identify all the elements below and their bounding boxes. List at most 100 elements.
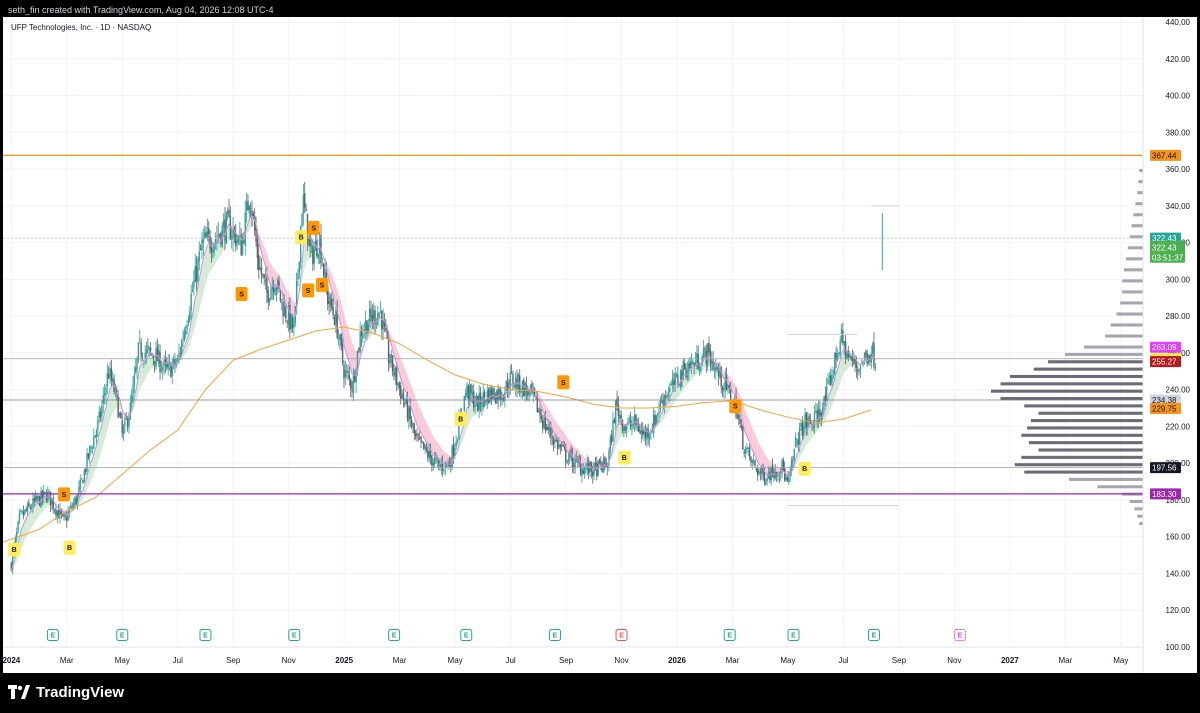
candle-body bbox=[304, 193, 306, 208]
candle-body bbox=[685, 368, 687, 378]
candle-body bbox=[593, 462, 595, 475]
cloud-segment bbox=[97, 433, 100, 463]
candle-body bbox=[136, 357, 138, 370]
tradingview-wordmark: TradingView bbox=[36, 683, 125, 701]
candle-body bbox=[427, 451, 429, 458]
cloud-segment bbox=[111, 384, 113, 417]
cloud-segment bbox=[24, 518, 27, 541]
candle-body bbox=[467, 386, 470, 399]
volume-profile bbox=[991, 169, 1143, 526]
price-tick-label: 120.00 bbox=[1166, 606, 1191, 615]
candle-body bbox=[244, 212, 246, 246]
candle-body bbox=[766, 478, 768, 482]
candle-body bbox=[660, 401, 663, 403]
candle-body bbox=[48, 491, 50, 493]
candle-body bbox=[842, 330, 844, 344]
volume-profile-bar bbox=[1024, 404, 1143, 408]
candle-body bbox=[291, 315, 294, 329]
candle-body bbox=[329, 296, 332, 307]
price-tick-label: 100.00 bbox=[1166, 643, 1191, 652]
candle-body bbox=[556, 440, 559, 449]
candle-body bbox=[226, 211, 229, 214]
candle-body bbox=[397, 383, 399, 386]
cloud-segment bbox=[552, 415, 554, 433]
earnings-icon bbox=[460, 629, 473, 641]
candle-body bbox=[249, 207, 252, 209]
candle-body bbox=[101, 405, 103, 417]
candle-body bbox=[544, 416, 547, 430]
candle-body bbox=[395, 367, 398, 385]
signal-label: S bbox=[561, 380, 566, 387]
cloud-segment bbox=[727, 374, 730, 384]
candle-body bbox=[139, 340, 141, 341]
candle-body bbox=[337, 337, 340, 339]
candle-body bbox=[435, 457, 437, 459]
cloud-segment bbox=[745, 411, 747, 437]
candle-body bbox=[299, 227, 302, 263]
candle-body bbox=[512, 373, 514, 385]
candle-body bbox=[240, 234, 242, 256]
candle-body bbox=[40, 491, 42, 507]
signal-tag bbox=[295, 230, 308, 245]
candle-body bbox=[536, 394, 539, 413]
earnings-label: E bbox=[791, 633, 796, 640]
candle-body bbox=[828, 375, 831, 378]
earnings-event: E bbox=[867, 629, 880, 641]
cloud-segment bbox=[556, 421, 558, 439]
volume-profile-bar bbox=[1110, 323, 1143, 327]
candle-body bbox=[817, 408, 820, 422]
cloud-segment bbox=[108, 388, 111, 425]
candle-body bbox=[642, 428, 644, 435]
candle-body bbox=[286, 321, 288, 323]
candle-body bbox=[24, 509, 26, 514]
candle-body bbox=[854, 358, 856, 364]
candle-body bbox=[655, 415, 657, 425]
candle-body bbox=[10, 562, 13, 571]
tradingview-logo[interactable]: TradingView bbox=[8, 684, 124, 701]
sell-signal: S bbox=[557, 375, 570, 390]
candle-body bbox=[347, 370, 349, 374]
cloud-segment bbox=[567, 437, 569, 453]
candle-body bbox=[14, 537, 17, 548]
time-tick-label: Nov bbox=[947, 656, 961, 665]
cloud-segment bbox=[91, 458, 93, 481]
candle-body bbox=[308, 237, 310, 246]
candle-body bbox=[60, 510, 63, 514]
candle-body bbox=[636, 424, 639, 425]
candle-body bbox=[485, 400, 487, 402]
candle-body bbox=[25, 509, 27, 511]
chart-pane[interactable]: B S B S B S S S B S B S B E E E E E E E E E E E E 2024 Mar May Jul Se… bbox=[3, 17, 1197, 673]
candle-body bbox=[428, 450, 430, 459]
candle-body bbox=[236, 240, 238, 243]
cloud-segment bbox=[35, 503, 38, 521]
candle-body bbox=[752, 461, 755, 463]
price-tick-label: 240.00 bbox=[1166, 386, 1191, 395]
candle-body bbox=[858, 369, 860, 373]
candle-body bbox=[398, 382, 401, 388]
candle-body bbox=[619, 414, 621, 419]
cloud-segment bbox=[837, 365, 839, 391]
candle-body bbox=[340, 334, 342, 346]
earnings-event: E bbox=[199, 629, 212, 641]
time-tick-label: 2027 bbox=[1001, 656, 1019, 665]
candle-body bbox=[11, 553, 14, 571]
volume-profile-bar bbox=[1122, 279, 1143, 283]
candle-body bbox=[573, 465, 575, 467]
candle-body bbox=[309, 234, 311, 247]
earnings-label: E bbox=[292, 633, 297, 640]
cloud-segment bbox=[274, 270, 277, 288]
candle-body bbox=[370, 308, 372, 317]
candle-body bbox=[632, 424, 635, 425]
cloud-segment bbox=[189, 321, 192, 345]
cloud-segment bbox=[183, 347, 185, 359]
candle-body bbox=[873, 342, 875, 367]
candle-body bbox=[506, 381, 509, 391]
candle-body bbox=[276, 279, 279, 290]
candle-body bbox=[816, 410, 818, 423]
cloud-segment bbox=[672, 389, 674, 405]
candle-body bbox=[264, 279, 267, 282]
cloud-segment bbox=[802, 437, 804, 454]
symbol-title[interactable]: UFP Technologies, Inc. · 1D · NASDAQ bbox=[11, 23, 152, 32]
